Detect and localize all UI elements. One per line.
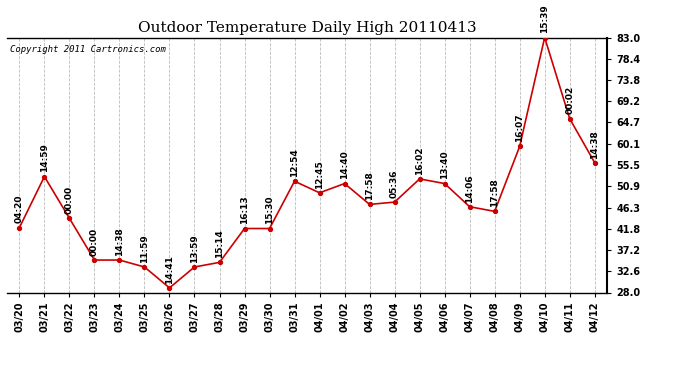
Point [39, 174, 50, 180]
Text: 14:40: 14:40 [340, 151, 349, 179]
Point [114, 257, 125, 263]
Text: 17:58: 17:58 [490, 178, 499, 207]
Point [264, 225, 275, 231]
Text: 11:59: 11:59 [140, 234, 149, 263]
Point [589, 160, 600, 166]
Point [289, 178, 300, 184]
Text: 00:00: 00:00 [65, 186, 74, 214]
Text: 00:00: 00:00 [90, 228, 99, 256]
Text: 14:59: 14:59 [40, 144, 49, 172]
Point [339, 180, 350, 186]
Text: 16:13: 16:13 [240, 196, 249, 224]
Text: 16:02: 16:02 [415, 146, 424, 175]
Point [89, 257, 100, 263]
Text: 14:38: 14:38 [590, 130, 599, 159]
Text: 14:38: 14:38 [115, 227, 124, 256]
Text: 13:40: 13:40 [440, 151, 449, 179]
Point [539, 34, 550, 40]
Text: 15:14: 15:14 [215, 230, 224, 258]
Text: 13:59: 13:59 [190, 234, 199, 263]
Text: 14:06: 14:06 [465, 174, 474, 202]
Text: 17:58: 17:58 [365, 171, 374, 200]
Text: 15:30: 15:30 [265, 196, 274, 224]
Point [514, 144, 525, 150]
Text: 12:54: 12:54 [290, 148, 299, 177]
Text: 05:36: 05:36 [390, 170, 399, 198]
Text: 00:02: 00:02 [565, 86, 574, 114]
Point [464, 204, 475, 210]
Point [364, 201, 375, 207]
Text: Copyright 2011 Cartronics.com: Copyright 2011 Cartronics.com [10, 45, 166, 54]
Point [64, 215, 75, 221]
Text: 12:45: 12:45 [315, 160, 324, 189]
Point [239, 225, 250, 231]
Text: 14:41: 14:41 [165, 255, 174, 284]
Point [314, 190, 325, 196]
Title: Outdoor Temperature Daily High 20110413: Outdoor Temperature Daily High 20110413 [138, 21, 476, 35]
Text: 15:39: 15:39 [540, 4, 549, 33]
Point [564, 116, 575, 122]
Point [189, 264, 200, 270]
Point [489, 209, 500, 214]
Text: 04:20: 04:20 [15, 195, 24, 223]
Point [214, 260, 225, 266]
Point [14, 225, 25, 231]
Text: 16:07: 16:07 [515, 114, 524, 142]
Point [439, 180, 450, 186]
Point [414, 176, 425, 182]
Point [164, 285, 175, 291]
Point [389, 199, 400, 205]
Point [139, 264, 150, 270]
